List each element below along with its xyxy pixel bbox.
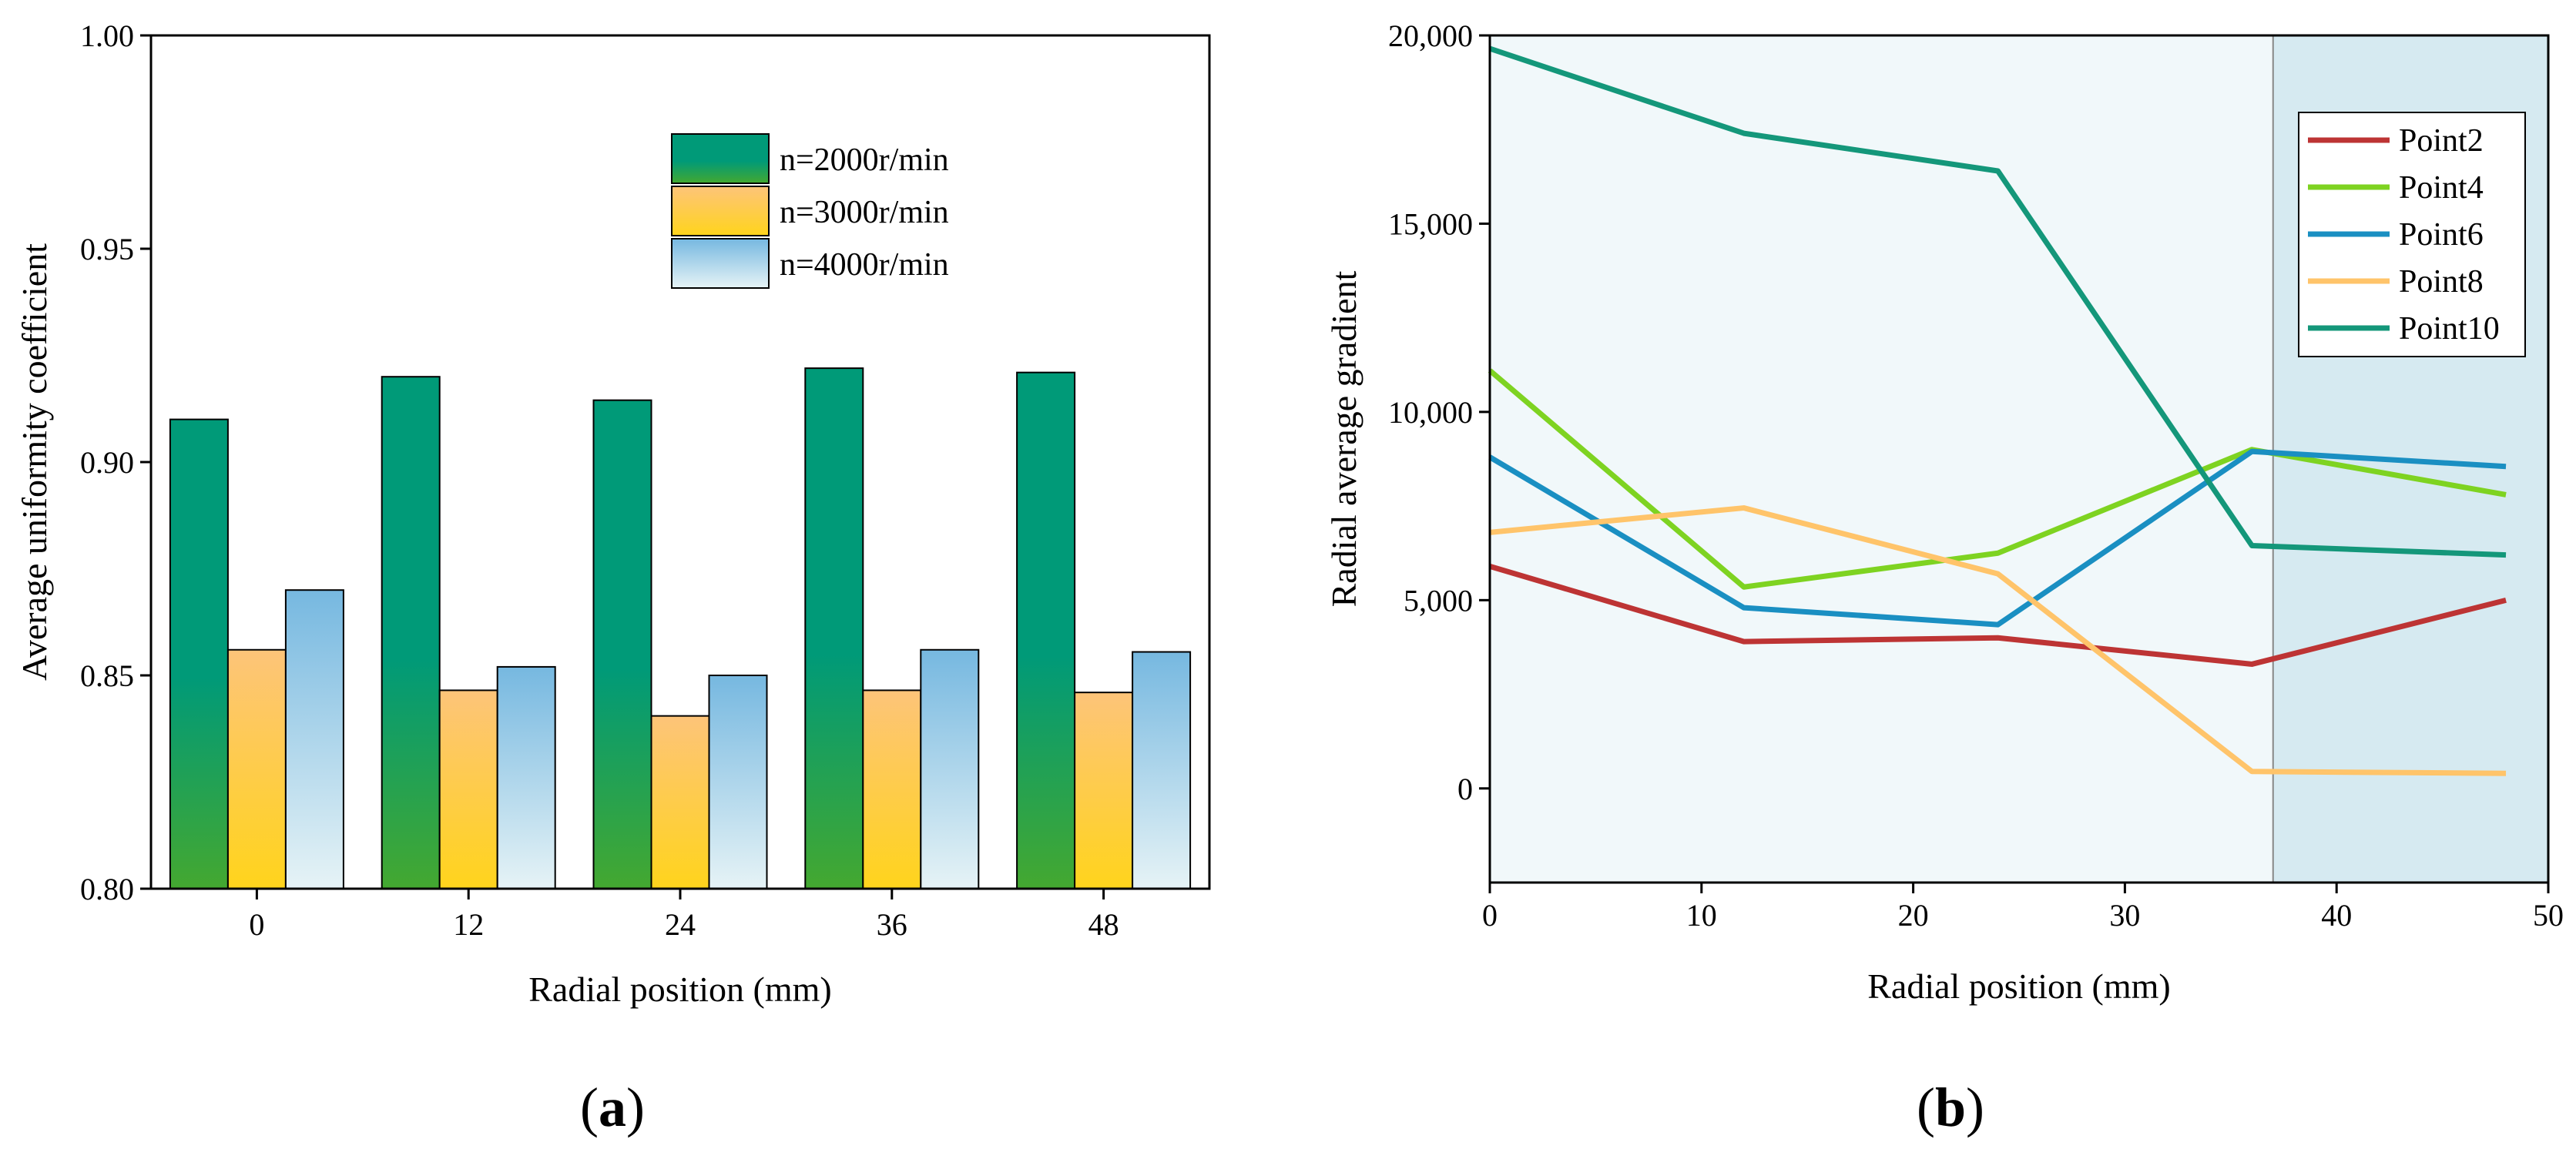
legend-swatch [671, 133, 770, 184]
line-point6 [1488, 448, 2507, 628]
panel-a-y-axis-label: Average uniformity coefficient [15, 243, 54, 681]
line-point10 [1488, 45, 2507, 558]
line-point2 [1489, 563, 2507, 667]
panel-a-bars [169, 367, 1192, 890]
bar-n-2000r-min-x24 [592, 399, 652, 889]
x-tick-label: 20 [1898, 898, 1929, 933]
panel-b-y-ticks: 0 5,000 10,000 15,000 20,000 [1388, 18, 1490, 806]
x-tick-label: 0 [1482, 898, 1498, 933]
bar-n-4000r-min-x48 [1132, 651, 1192, 890]
legend-swatch [671, 186, 770, 236]
y-tick-label: 0.80 [80, 872, 134, 906]
x-tick-label: 10 [1686, 898, 1717, 933]
x-tick-label: 48 [1088, 907, 1119, 942]
bar-n-4000r-min-x24 [708, 675, 768, 889]
x-tick-label: 24 [665, 907, 696, 942]
bar-n-3000r-min-x12 [438, 689, 498, 889]
line-point8 [1489, 505, 2507, 776]
bar-n-2000r-min-x48 [1016, 371, 1076, 890]
bar-n-4000r-min-x36 [920, 648, 980, 889]
panel-b-caption: (b) [1917, 1077, 1984, 1138]
y-tick-label: 0.85 [80, 658, 134, 693]
x-tick-label: 36 [877, 907, 907, 942]
legend-swatch [671, 238, 770, 289]
panel-a-legend: n=2000r/min n=3000r/min n=4000r/min [671, 133, 949, 289]
bar-n-2000r-min-x0 [169, 418, 229, 889]
panel-b-x-axis-label: Radial position (mm) [1867, 966, 2171, 1006]
panel-b-shaded-region-left [1490, 35, 2273, 883]
bar-n-3000r-min-x36 [862, 689, 922, 889]
legend-label: Point2 [2399, 123, 2484, 159]
panel-a-chart: 0.80 0.85 0.90 0.95 1.00 0 12 24 36 48 Radial po… [15, 18, 1211, 1138]
y-tick-label: 0 [1457, 772, 1473, 806]
bar-n-2000r-min-x36 [804, 367, 864, 889]
legend-label: n=2000r/min [780, 142, 949, 178]
bar-n-4000r-min-x0 [284, 589, 344, 889]
panel-a-plot-frame [149, 34, 1211, 890]
bar-n-3000r-min-x24 [650, 715, 710, 889]
y-tick-label: 1.00 [80, 18, 134, 53]
legend-label: Point4 [2399, 170, 2484, 206]
x-tick-label: 0 [249, 907, 264, 942]
legend-label: Point8 [2399, 264, 2484, 300]
legend-label: Point10 [2399, 311, 2500, 347]
panel-b-x-ticks: 0 10 20 30 40 50 [1482, 883, 2564, 933]
bar-n-3000r-min-x48 [1074, 692, 1134, 889]
panel-b-lines [1488, 45, 2507, 776]
x-tick-label: 12 [453, 907, 484, 942]
panel-a-caption: (a) [580, 1077, 645, 1138]
legend-label: n=4000r/min [780, 247, 949, 283]
bar-n-4000r-min-x12 [496, 665, 556, 889]
legend-label: Point6 [2399, 217, 2484, 253]
panel-b-y-axis-label: Radial average gradient [1324, 270, 1363, 607]
y-tick-label: 5,000 [1404, 583, 1473, 618]
panel-a-x-axis-label: Radial position (mm) [528, 970, 832, 1009]
y-tick-label: 0.90 [80, 445, 134, 480]
legend-label: n=3000r/min [780, 195, 949, 230]
panel-b-plot-frame [1488, 34, 2550, 884]
y-tick-label: 10,000 [1388, 395, 1473, 430]
panel-a-y-ticks: 0.80 0.85 0.90 0.95 1.00 [80, 18, 151, 906]
y-tick-label: 0.95 [80, 232, 134, 266]
x-tick-label: 30 [2109, 898, 2140, 933]
bar-n-2000r-min-x12 [381, 376, 441, 889]
panel-a-caption-letter: a [599, 1077, 626, 1138]
bar-n-3000r-min-x0 [226, 648, 287, 889]
y-tick-label: 20,000 [1388, 18, 1473, 53]
panel-a-x-ticks: 0 12 24 36 48 [249, 889, 1119, 942]
x-tick-label: 50 [2533, 898, 2564, 933]
panel-b-caption-letter: b [1935, 1077, 1966, 1138]
panel-b-legend: Point2 Point4 Point6 Point8 Point10 [2298, 112, 2526, 357]
x-tick-label: 40 [2321, 898, 2352, 933]
panel-b-chart: 0 5,000 10,000 15,000 20,000 0 10 20 30 40 50 Rad… [1324, 18, 2564, 1138]
y-tick-label: 15,000 [1388, 206, 1473, 241]
